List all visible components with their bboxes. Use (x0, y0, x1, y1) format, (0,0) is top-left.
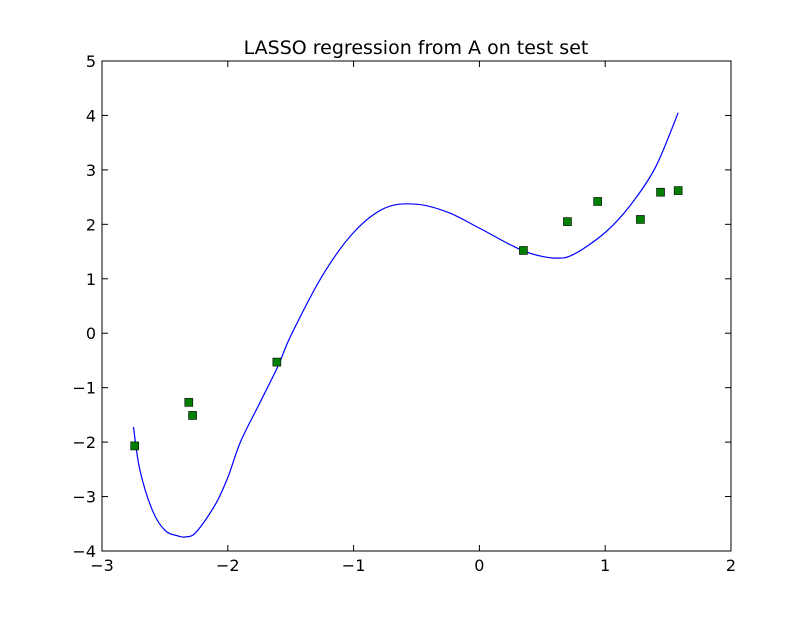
y-tick-label: −4 (72, 542, 96, 561)
y-tick-label: 3 (86, 161, 96, 180)
regression-curve (132, 112, 679, 538)
test-point-marker (272, 357, 282, 367)
chart-title: LASSO regression from A on test set (244, 37, 589, 59)
test-point-marker (593, 197, 602, 206)
plot-frame (101, 60, 732, 552)
y-tick-label: −1 (72, 379, 96, 398)
y-tick-label: −3 (72, 488, 96, 507)
x-tick-label: −3 (90, 556, 114, 575)
test-point-marker (656, 187, 665, 197)
x-tick-label: 0 (474, 556, 484, 575)
y-tick-label: 0 (86, 324, 96, 343)
y-tick-label: −2 (72, 433, 96, 452)
test-point-marker (636, 215, 645, 224)
test-point-marker (188, 411, 197, 420)
x-tick-label: −1 (342, 556, 366, 575)
test-point-marker (130, 441, 140, 451)
test-point-marker (673, 186, 683, 195)
x-tick-label: −2 (216, 556, 240, 575)
y-tick-label: 2 (86, 215, 96, 234)
y-tick-label: 1 (86, 270, 96, 289)
test-point-marker (519, 246, 528, 255)
x-tick-label: 1 (600, 556, 610, 575)
x-tick-label: 2 (726, 556, 736, 575)
test-point-marker (563, 217, 572, 226)
test-point-marker (184, 398, 194, 407)
y-tick-label: 5 (86, 52, 96, 71)
y-tick-label: 4 (86, 106, 96, 125)
